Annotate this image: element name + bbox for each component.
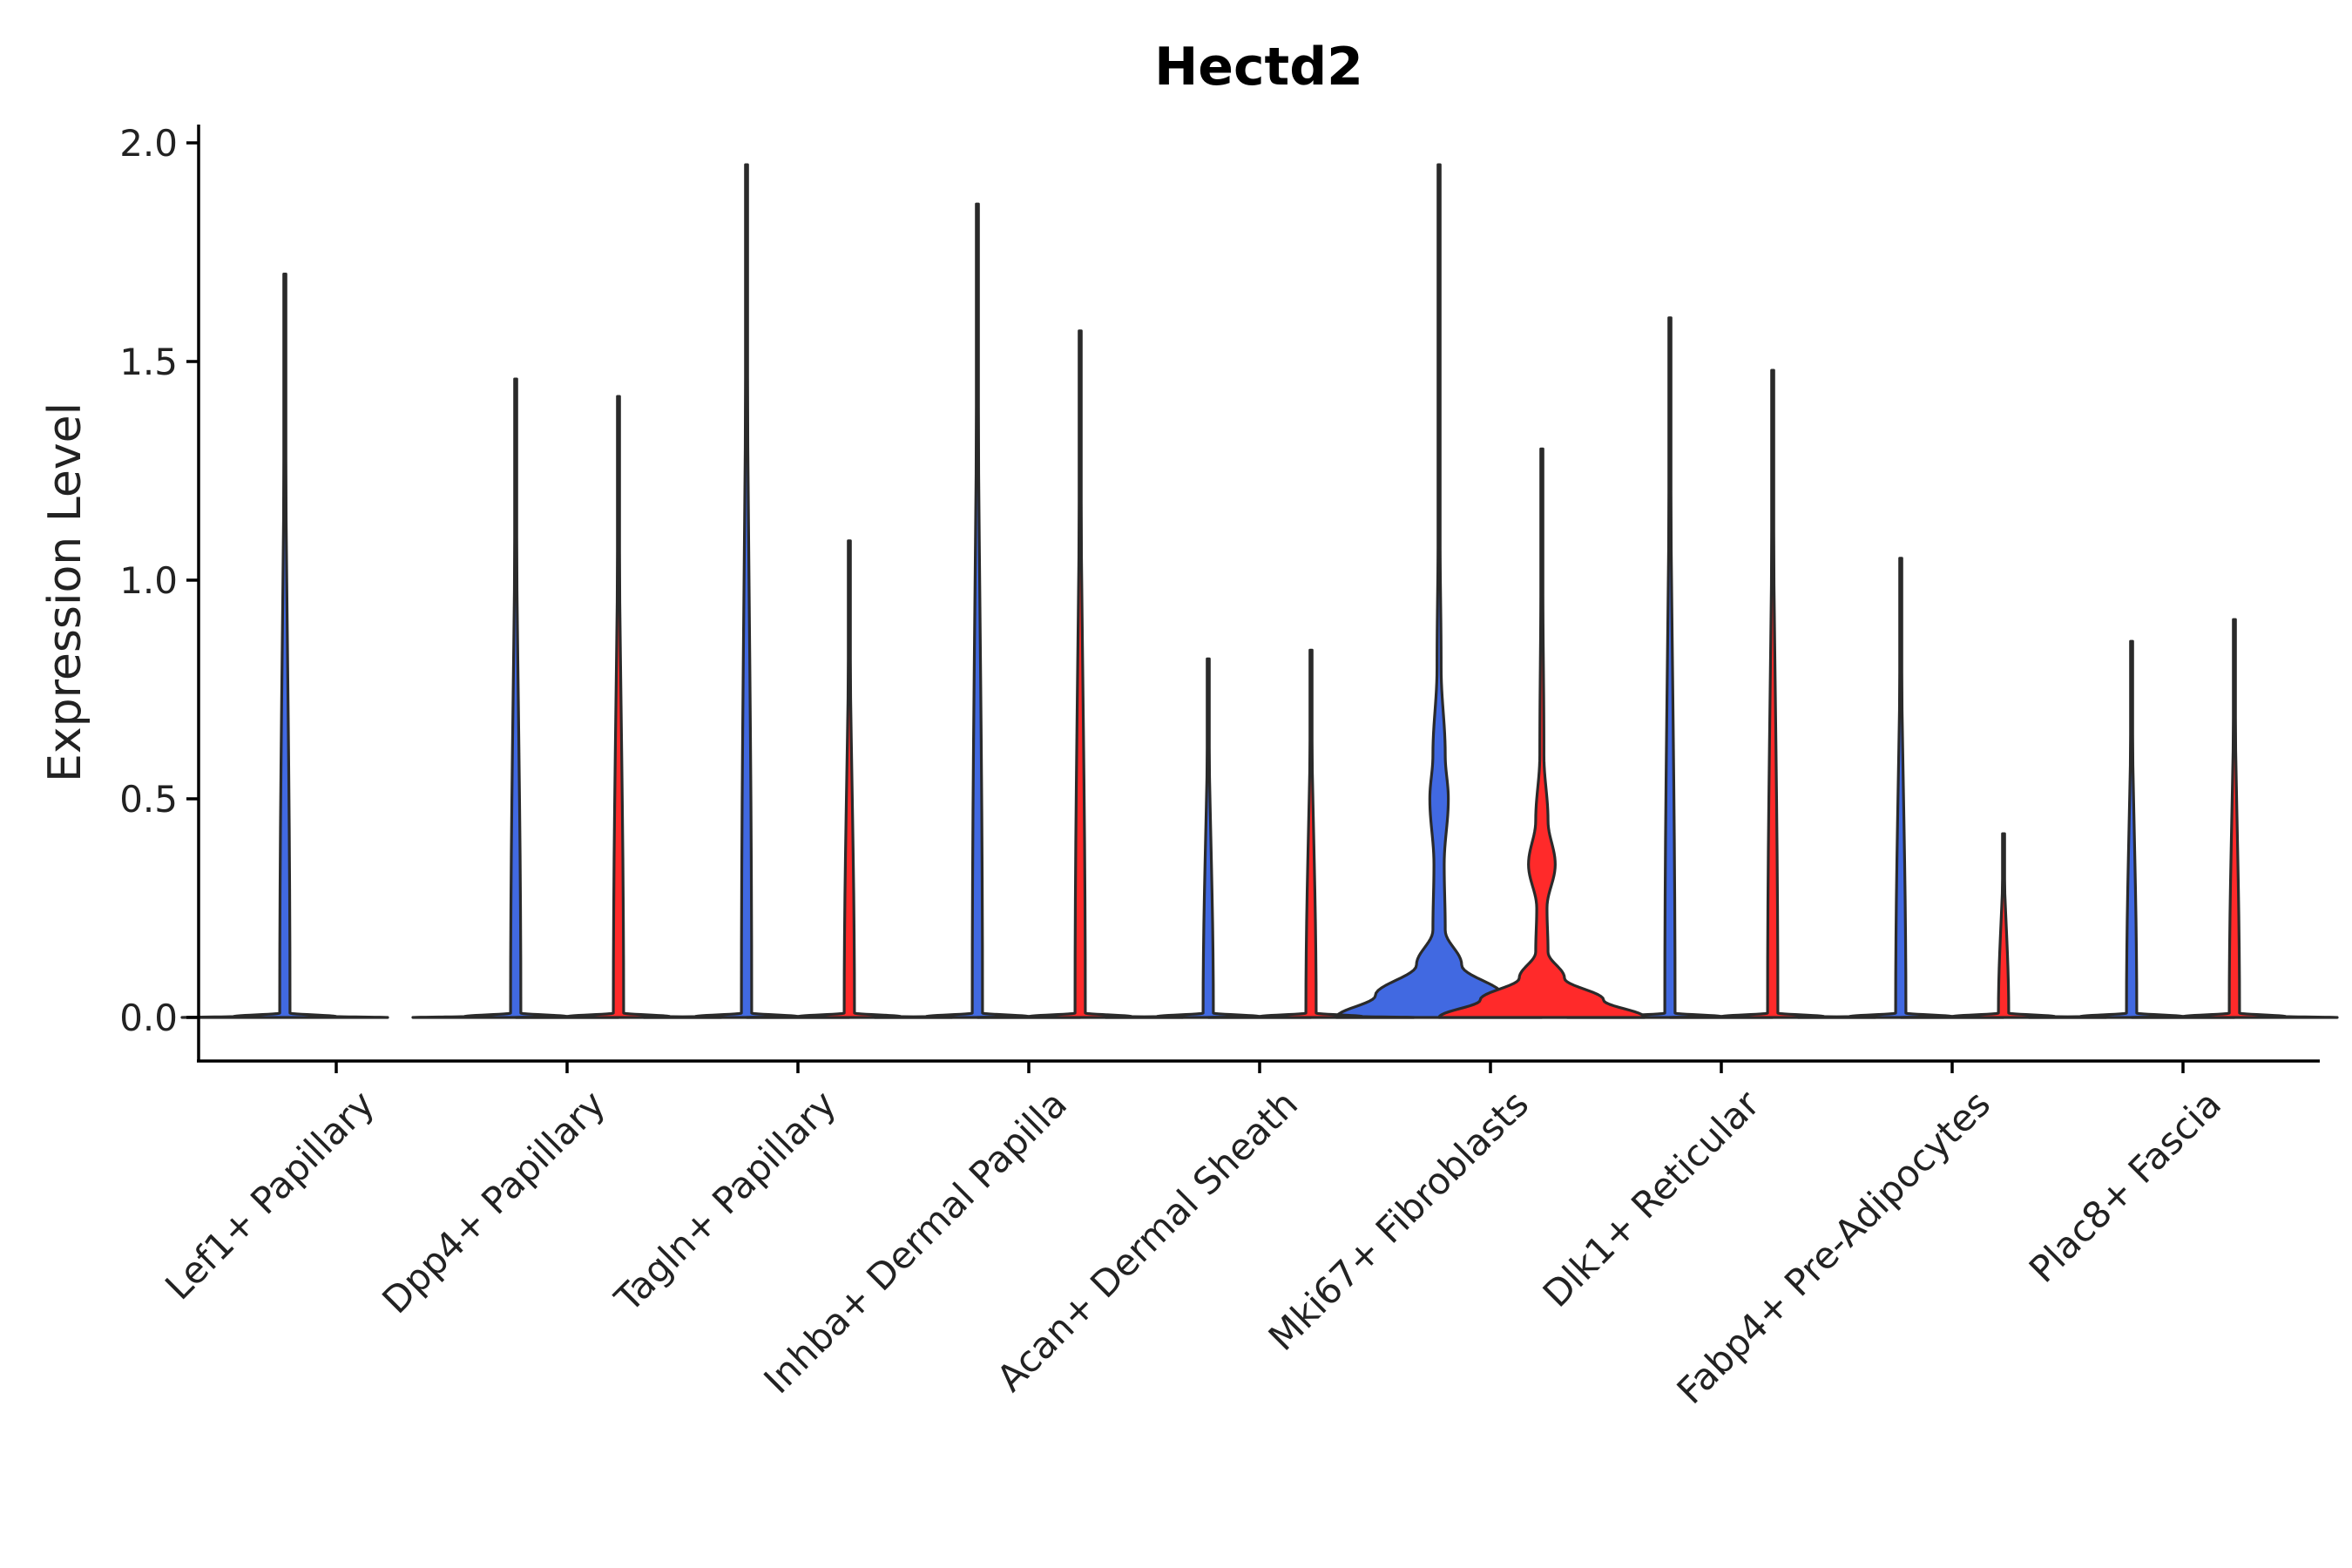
violin-2-9 — [2130, 618, 2339, 1019]
y-axis-title: Expression Level — [39, 402, 91, 782]
x-tick-label: Dpp4+ Papillary — [374, 1082, 613, 1321]
violin-1-5 — [1104, 657, 1313, 1019]
x-tick-label: Mki67+ Fibroblasts — [1260, 1082, 1537, 1358]
violin-1-7 — [1565, 316, 1774, 1019]
chart-title: Hectd2 — [1154, 37, 1363, 98]
x-tick-label: Dlk1+ Reticular — [1535, 1082, 1768, 1315]
x-tick-label: Lef1+ Papillary — [157, 1082, 382, 1308]
x-tick-label: Tagln+ Papillary — [606, 1082, 844, 1320]
x-tick-label: Plac8+ Fascia — [2021, 1082, 2229, 1290]
violin-2-6 — [1437, 447, 1646, 1019]
violin-2-3 — [745, 539, 954, 1019]
y-tick-label: 0.5 — [119, 778, 178, 821]
violin-1-6 — [1335, 163, 1544, 1019]
violin-2-7 — [1668, 368, 1877, 1019]
violin-1-9 — [2027, 639, 2236, 1019]
y-tick-label: 1.0 — [119, 559, 178, 602]
y-tick-label: 1.5 — [119, 341, 178, 383]
violin-1-1 — [180, 273, 389, 1019]
violin-2-8 — [1899, 832, 2108, 1019]
violin-2-5 — [1206, 648, 1416, 1019]
violin-1-4 — [873, 202, 1082, 1019]
y-axis-ticks: 0.0 0.5 1.0 1.5 2.0 — [119, 122, 199, 1039]
violin-layer — [180, 163, 2339, 1019]
y-tick-label: 0.0 — [119, 997, 178, 1039]
violin-1-8 — [1796, 557, 2005, 1019]
violin-2-4 — [976, 329, 1185, 1019]
violin-1-2 — [411, 377, 620, 1019]
violin-1-3 — [642, 163, 851, 1019]
y-tick-label: 2.0 — [119, 122, 178, 165]
violin-2-2 — [514, 395, 723, 1019]
